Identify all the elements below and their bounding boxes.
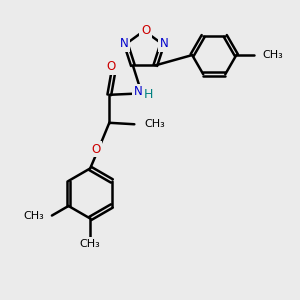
Text: O: O [106, 60, 116, 73]
Text: CH₃: CH₃ [24, 211, 45, 220]
Text: N: N [120, 38, 129, 50]
Text: CH₃: CH₃ [145, 119, 165, 129]
Text: N: N [134, 85, 142, 98]
Text: O: O [92, 143, 101, 156]
Text: CH₃: CH₃ [80, 239, 101, 249]
Text: CH₃: CH₃ [263, 50, 284, 60]
Text: H: H [143, 88, 153, 101]
Text: N: N [159, 38, 168, 50]
Text: O: O [141, 24, 150, 37]
